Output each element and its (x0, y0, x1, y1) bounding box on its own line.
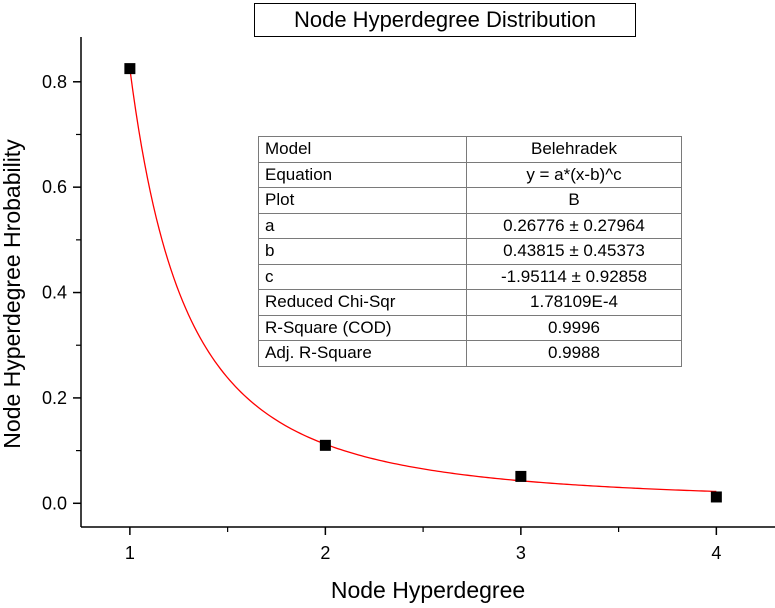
x-tick-label: 3 (516, 543, 526, 563)
data-point (124, 63, 136, 75)
y-tick-label: 0.8 (42, 72, 67, 92)
data-point (319, 439, 331, 451)
fit-table-value: 1.78109E-4 (466, 289, 682, 316)
fit-table-row: b 0.43815 ± 0.45373 (258, 238, 682, 265)
fit-table-key: c (258, 263, 467, 290)
y-axis-title: Node Hyperdegree Hrobability (0, 139, 25, 449)
fit-table-key: Reduced Chi-Sqr (258, 289, 467, 316)
data-point (710, 491, 722, 503)
fit-table-key: Plot (258, 187, 467, 214)
y-tick-label: 0.4 (42, 283, 67, 303)
axes (73, 37, 775, 535)
fit-table-key: Equation (258, 161, 467, 188)
fit-curve-layer (129, 68, 717, 493)
fit-table-row: Model Belehradek (258, 136, 682, 163)
tick-labels-layer: 1 2 3 4 0.0 0.2 0.4 0.6 0.8 (42, 72, 721, 563)
fit-table-value: 0.9988 (466, 340, 682, 367)
data-points-layer (124, 63, 722, 503)
x-axis-title: Node Hyperdegree (331, 577, 525, 603)
fit-table-value: -1.95114 ± 0.92858 (466, 263, 682, 290)
fit-table-row: a 0.26776 ± 0.27964 (258, 212, 682, 239)
y-tick-label: 0.0 (42, 493, 67, 513)
chart-title: Node Hyperdegree Distribution (254, 3, 636, 37)
fit-table-key: b (258, 238, 467, 265)
fit-parameters-table: Model Belehradek Equation y = a*(x-b)^c Plot… (258, 136, 682, 367)
data-point (515, 470, 527, 482)
fit-table-row: R-Square (COD) 0.9996 (258, 314, 682, 341)
fit-table-row: Adj. R-Square 0.9988 (258, 340, 682, 367)
fit-table-row: c -1.95114 ± 0.92858 (258, 263, 682, 290)
fit-table-key: R-Square (COD) (258, 314, 467, 341)
fit-table-value: 0.26776 ± 0.27964 (466, 212, 682, 239)
fit-table-row: Reduced Chi-Sqr 1.78109E-4 (258, 289, 682, 316)
fit-table-row: Equation y = a*(x-b)^c (258, 161, 682, 188)
fit-table-row: Plot B (258, 187, 682, 214)
fit-table-value: y = a*(x-b)^c (466, 161, 682, 188)
fit-table-value: 0.9996 (466, 314, 682, 341)
fit-curve (129, 68, 717, 493)
x-tick-label: 1 (125, 543, 135, 563)
fit-table-value: Belehradek (466, 136, 682, 163)
y-tick-label: 0.2 (42, 388, 67, 408)
fit-table-key: a (258, 212, 467, 239)
fit-table-value: B (466, 187, 682, 214)
x-tick-label: 2 (320, 543, 330, 563)
y-tick-label: 0.6 (42, 177, 67, 197)
x-tick-label: 4 (711, 543, 721, 563)
fit-table-key: Model (258, 136, 467, 163)
fit-table-value: 0.43815 ± 0.45373 (466, 238, 682, 265)
fit-table-key: Adj. R-Square (258, 340, 467, 367)
